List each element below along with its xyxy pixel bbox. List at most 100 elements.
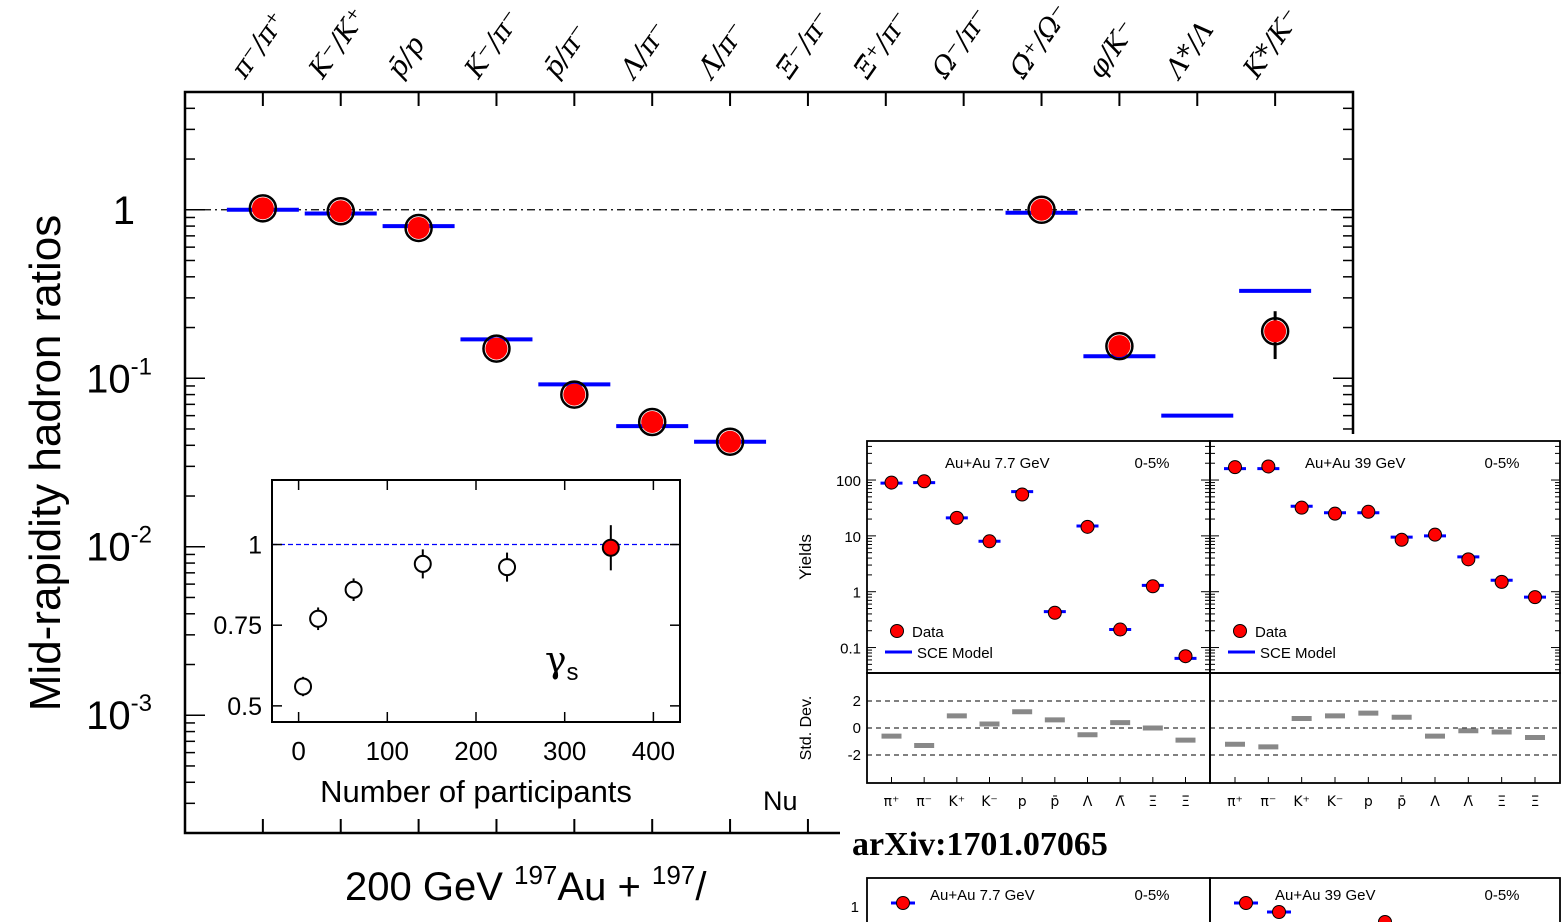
data-point-ring bbox=[1260, 317, 1290, 346]
legend-data-marker bbox=[890, 624, 904, 638]
data-point-ring bbox=[404, 213, 433, 243]
category-label: K⁻/π⁻ bbox=[458, 4, 527, 84]
legend-model-label: SCE Model bbox=[917, 645, 993, 662]
category-label: p̄/π⁻ bbox=[537, 18, 596, 84]
inset-data-point bbox=[413, 554, 432, 573]
yield-data-point bbox=[949, 510, 964, 525]
panel-centrality: 0-5% bbox=[1484, 455, 1519, 472]
y-axis-title: Mid-rapidity hadron ratios bbox=[21, 215, 70, 711]
particle-label: Λ̄ bbox=[1115, 794, 1125, 810]
stddev-tick-label: 2 bbox=[853, 693, 861, 710]
particle-label: K⁺ bbox=[949, 794, 966, 810]
data-point bbox=[719, 430, 742, 453]
inset-data-point bbox=[294, 677, 313, 696]
inset-x-tick-label: 100 bbox=[366, 736, 409, 766]
inset-data-point bbox=[601, 538, 620, 557]
category-label: φ/K⁻ bbox=[1082, 15, 1143, 84]
inset-frame bbox=[271, 479, 681, 723]
inset-data-point bbox=[309, 609, 328, 628]
yield-data-point bbox=[1228, 460, 1242, 475]
particle-label: p̄ bbox=[1050, 794, 1059, 810]
bottom-panel-centrality: 0-5% bbox=[1134, 887, 1169, 904]
yield-data-point bbox=[1145, 579, 1160, 594]
legend-model-label: SCE Model bbox=[1260, 645, 1336, 662]
particle-label: π⁺ bbox=[1227, 794, 1243, 810]
inset-y-tick-label: 1 bbox=[248, 532, 262, 560]
yield-data-point bbox=[1394, 532, 1409, 547]
bottom-yield-tick: 1 bbox=[851, 899, 859, 916]
category-label: Ω⁻/π⁻ bbox=[925, 3, 996, 85]
data-point bbox=[251, 197, 274, 220]
particle-label: Λ bbox=[1083, 794, 1093, 810]
particle-label: Ξ̄ bbox=[1531, 794, 1540, 810]
y-tick-label: 10-1 bbox=[86, 353, 152, 401]
data-point-ring bbox=[482, 334, 511, 363]
legend-data-label: Data bbox=[1255, 624, 1287, 641]
particle-label: p bbox=[1364, 794, 1373, 810]
data-point bbox=[563, 383, 586, 406]
category-label: K⁻/K⁺ bbox=[303, 2, 374, 84]
yield-data-point bbox=[896, 896, 910, 910]
particle-label: K⁻ bbox=[981, 794, 998, 810]
data-point-ring bbox=[715, 427, 745, 456]
yield-data-point bbox=[1528, 590, 1542, 605]
yield-data-point bbox=[1361, 504, 1376, 519]
yield-data-point bbox=[1239, 896, 1253, 910]
particle-label: Ξ bbox=[1148, 794, 1157, 810]
category-label: π⁻/π⁺ bbox=[225, 6, 293, 84]
particle-label: K⁻ bbox=[1327, 794, 1344, 810]
yield-data-point bbox=[1178, 649, 1193, 664]
yields-axis-title: Yields bbox=[796, 534, 815, 580]
data-point bbox=[407, 216, 430, 239]
yield-tick-label: 10 bbox=[844, 529, 861, 546]
data-point bbox=[485, 337, 508, 360]
particle-label: π⁺ bbox=[884, 794, 900, 810]
data-point-ring bbox=[248, 194, 278, 223]
clipped-label: Nu bbox=[763, 786, 798, 816]
particle-label: Λ bbox=[1430, 794, 1440, 810]
bottom-panel-frame bbox=[1209, 877, 1561, 922]
category-label: Ξ̄⁺/π⁻ bbox=[848, 5, 917, 84]
data-point bbox=[1030, 198, 1053, 221]
panel-title: Au+Au 7.7 GeV bbox=[945, 455, 1050, 472]
legend-data-marker bbox=[1233, 624, 1247, 638]
data-point-ring bbox=[637, 407, 667, 437]
legend-data-label: Data bbox=[912, 624, 944, 641]
yield-tick-label: 100 bbox=[836, 473, 861, 490]
yield-data-point bbox=[1294, 500, 1309, 515]
yield-data-point bbox=[1080, 519, 1095, 534]
bottom-panel-title: Au+Au 7.7 GeV bbox=[930, 887, 1035, 904]
yield-data-point bbox=[1428, 527, 1442, 542]
category-label: Ω̄⁺/Ω⁻ bbox=[1003, 0, 1076, 85]
inset-x-axis-title: Number of participants bbox=[320, 774, 632, 809]
yield-data-point bbox=[1494, 574, 1509, 589]
data-point bbox=[1264, 320, 1287, 343]
inset-y-tick-label: 0.5 bbox=[227, 693, 262, 721]
inset-x-tick-label: 0 bbox=[291, 736, 305, 766]
stddev-tick-label: 0 bbox=[853, 720, 861, 737]
x-axis-title: 200 GeV 197Au + 197/ bbox=[345, 860, 707, 909]
particle-label: K⁺ bbox=[1293, 794, 1310, 810]
inset-x-tick-label: 300 bbox=[543, 736, 586, 766]
y-tick-label: 10-2 bbox=[86, 522, 152, 570]
particle-label: Λ̄ bbox=[1464, 794, 1474, 810]
data-point-ring bbox=[560, 380, 589, 409]
yield-data-point bbox=[917, 474, 932, 489]
stddev-tick-label: -2 bbox=[848, 747, 861, 764]
inset-data-point bbox=[344, 580, 363, 599]
category-label: Λ̄/π⁻ bbox=[691, 17, 753, 87]
inset-x-tick-label: 400 bbox=[632, 736, 675, 766]
data-point bbox=[329, 200, 352, 223]
particle-label: p bbox=[1018, 794, 1027, 810]
yield-data-point bbox=[1113, 622, 1128, 637]
yield-data-point bbox=[1272, 905, 1286, 919]
data-point bbox=[1108, 335, 1131, 358]
category-label: K*/K⁻ bbox=[1237, 3, 1307, 85]
category-label: Ξ⁻/π⁻ bbox=[770, 5, 839, 84]
bottom-panel-title: Au+Au 39 GeV bbox=[1275, 887, 1376, 904]
yield-data-point bbox=[1378, 915, 1392, 922]
arxiv-reference: arXiv:1701.07065 bbox=[852, 826, 1108, 863]
yield-tick-label: 0.1 bbox=[840, 641, 861, 658]
data-point-ring bbox=[1105, 331, 1134, 361]
yield-data-point bbox=[982, 534, 997, 549]
